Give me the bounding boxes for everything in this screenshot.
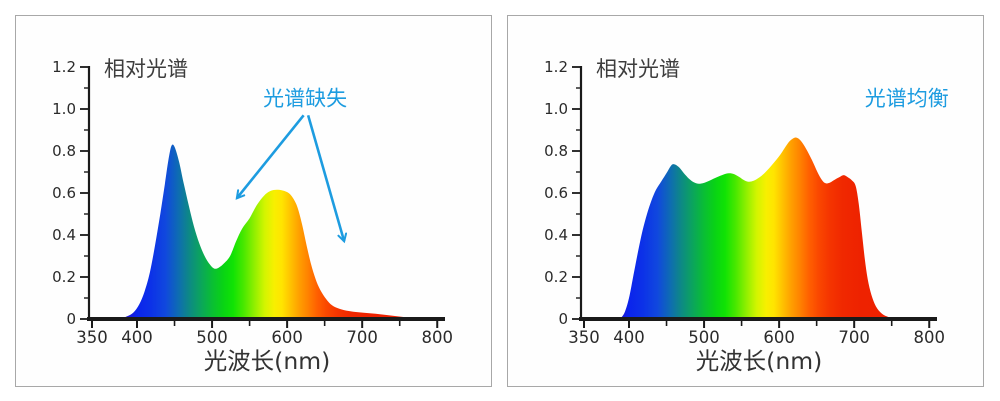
annotation-arrow — [235, 114, 305, 200]
spectrum-chart-deficient: 0 0.2 0.4 0.6 0.8 1.0 1.2 350 400 500 600 700 800 相对光… — [52, 57, 453, 375]
annotation-label: 光谱缺失 — [263, 87, 347, 111]
spectrum-chart-balanced: 0 0.2 0.4 0.6 0.8 1.0 1.2 350 400 500 600 700 800 相对光… — [544, 57, 949, 375]
x-tick-label: 600 — [271, 328, 303, 347]
x-tick-label: 600 — [763, 328, 795, 347]
x-tick-label: 800 — [421, 328, 453, 347]
y-tick-label: 1.0 — [52, 100, 76, 118]
spectrum-area-curve — [118, 144, 430, 319]
x-tick-label: 500 — [688, 328, 720, 347]
x-tick-label: 350 — [568, 328, 600, 347]
x-axis-title: 光波长(nm) — [204, 347, 331, 375]
chart-panel-balanced: 0 0.2 0.4 0.6 0.8 1.0 1.2 350 400 500 600 700 800 相对光… — [507, 15, 984, 387]
x-tick-label: 700 — [838, 328, 870, 347]
y-tick-label: 1.2 — [52, 58, 76, 76]
y-tick-label: 0.6 — [544, 184, 568, 202]
y-tick-label: 0.8 — [52, 142, 76, 160]
y-tick-label: 0.8 — [544, 142, 568, 160]
x-tick-label: 800 — [913, 328, 945, 347]
y-tick-label: 1.0 — [544, 100, 568, 118]
y-tick-label: 1.2 — [544, 58, 568, 76]
y-tick-label: 0.2 — [52, 268, 76, 286]
chart-panel-deficient: 0 0.2 0.4 0.6 0.8 1.0 1.2 350 400 500 600 700 800 相对光… — [15, 15, 492, 387]
y-tick-label: 0.4 — [52, 226, 76, 244]
y-tick-label: 0.2 — [544, 268, 568, 286]
annotation-label: 光谱均衡 — [865, 87, 949, 111]
x-tick-label: 500 — [196, 328, 228, 347]
spectrum-area-curve — [620, 137, 897, 319]
x-axis-title: 光波长(nm) — [696, 347, 823, 375]
x-tick-label: 400 — [613, 328, 645, 347]
x-tick-label: 350 — [76, 328, 108, 347]
y-tick-label: 0 — [558, 310, 568, 328]
annotation-arrow — [306, 114, 348, 244]
chart-title: 相对光谱 — [596, 57, 680, 81]
y-tick-label: 0.4 — [544, 226, 568, 244]
y-tick-label: 0 — [66, 310, 76, 328]
x-tick-label: 700 — [346, 328, 378, 347]
y-tick-label: 0.6 — [52, 184, 76, 202]
x-tick-label: 400 — [121, 328, 153, 347]
chart-title: 相对光谱 — [104, 57, 188, 81]
